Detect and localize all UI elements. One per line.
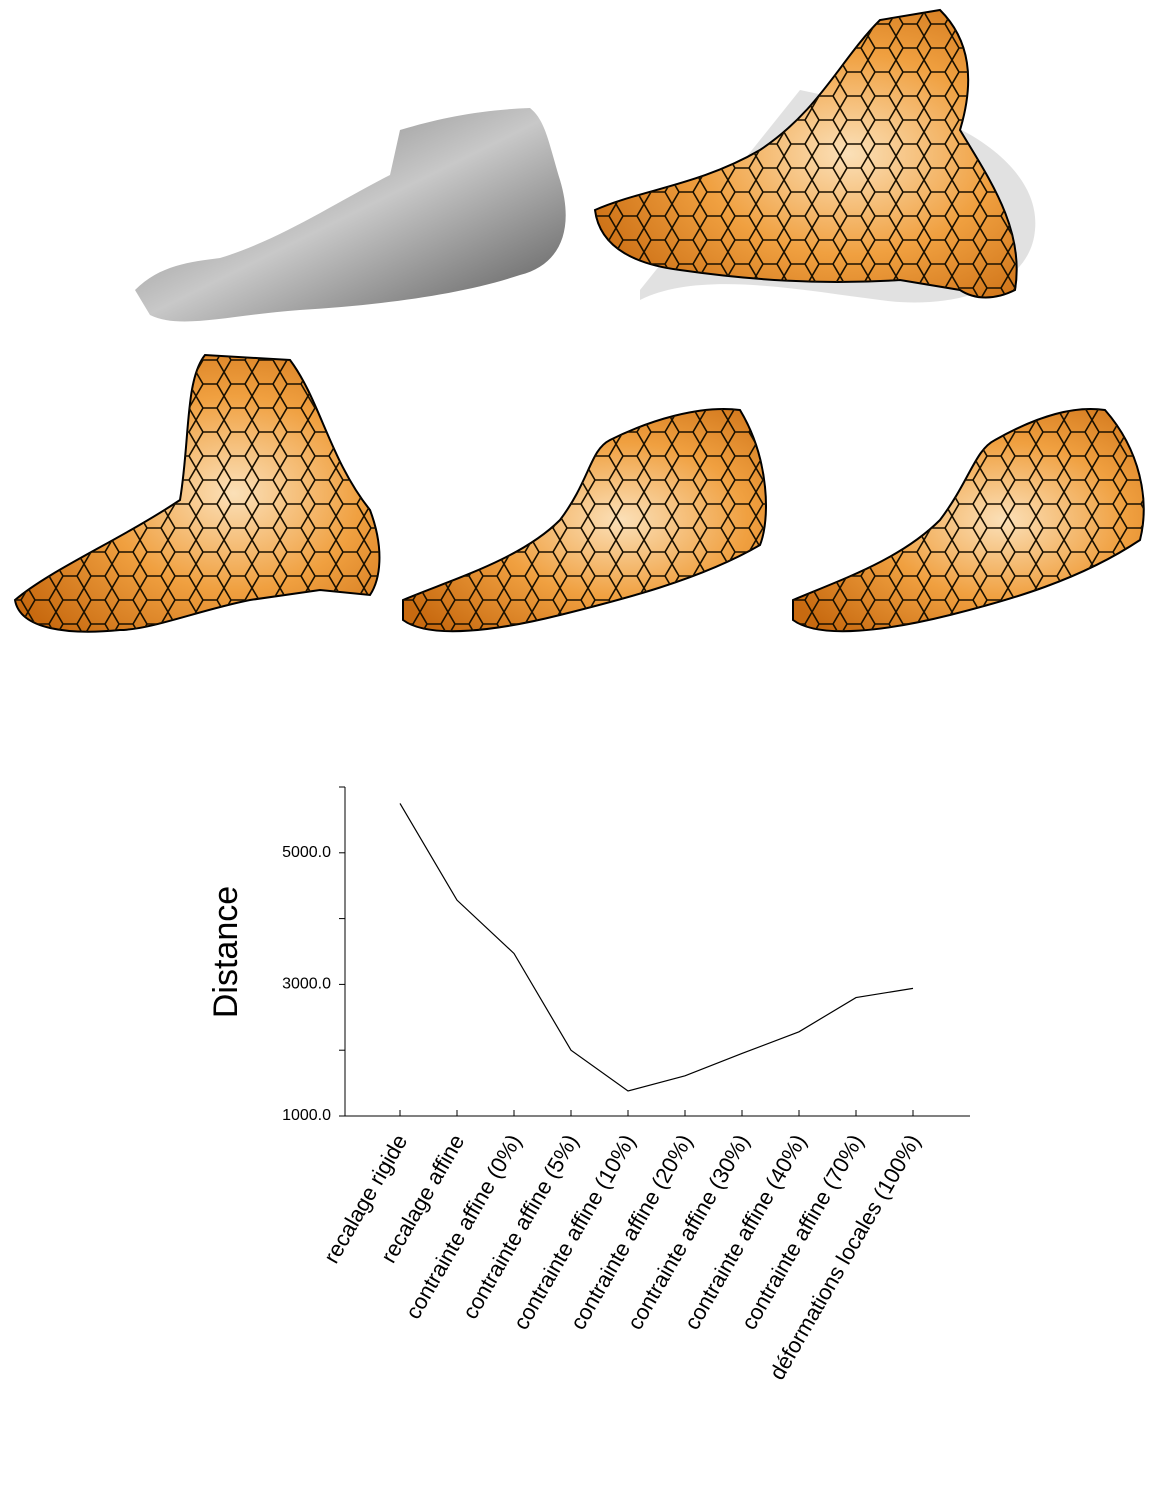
y-axis-label: Distance	[207, 886, 245, 1018]
gray-foot	[135, 108, 566, 322]
y-tick-label: 5000.0	[282, 844, 331, 861]
foot-top-right	[593, 8, 1036, 303]
foot-renderings	[13, 8, 1145, 633]
data-line	[399, 803, 914, 1092]
foot-bottom-2	[402, 408, 767, 633]
y-tick-label: 3000.0	[282, 976, 331, 993]
foot-bottom-3	[792, 408, 1145, 633]
y-tick-label: 1000.0	[282, 1107, 331, 1124]
foot-bottom-1	[13, 353, 381, 633]
